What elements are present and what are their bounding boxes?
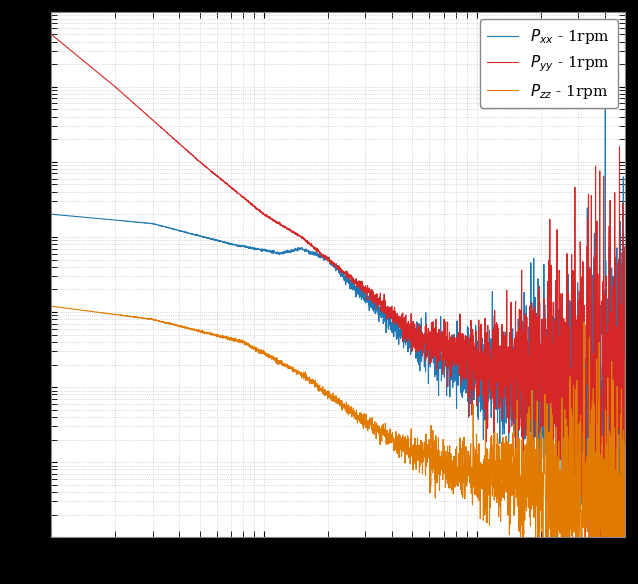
$P_{xx}$ - 1rpm xyxy=(621,422,629,429)
$P_{yy}$ - 1rpm xyxy=(113,84,121,91)
$P_{zz}$ - 1rpm xyxy=(113,311,121,318)
Legend: $P_{xx}$ - 1rpm, $P_{yy}$ - 1rpm, $P_{zz}$ - 1rpm: $P_{xx}$ - 1rpm, $P_{yy}$ - 1rpm, $P_{zz… xyxy=(480,19,618,109)
$P_{xx}$ - 1rpm xyxy=(267,249,275,256)
$P_{yy}$ - 1rpm xyxy=(147,114,154,121)
$P_{zz}$ - 1rpm xyxy=(147,315,154,322)
$P_{zz}$ - 1rpm xyxy=(548,527,556,534)
$P_{yy}$ - 1rpm xyxy=(292,230,300,237)
$P_{xx}$ - 1rpm xyxy=(47,211,55,218)
$P_{xx}$ - 1rpm xyxy=(292,246,300,253)
$P_{zz}$ - 1rpm xyxy=(610,514,618,521)
$P_{xx}$ - 1rpm xyxy=(147,220,154,227)
Line: $P_{yy}$ - 1rpm: $P_{yy}$ - 1rpm xyxy=(51,34,625,584)
$P_{xx}$ - 1rpm xyxy=(602,74,609,81)
$P_{xx}$ - 1rpm xyxy=(611,445,618,452)
$P_{zz}$ - 1rpm xyxy=(621,356,629,363)
Line: $P_{zz}$ - 1rpm: $P_{zz}$ - 1rpm xyxy=(51,306,625,584)
$P_{yy}$ - 1rpm xyxy=(267,215,275,222)
$P_{yy}$ - 1rpm xyxy=(611,387,618,394)
$P_{zz}$ - 1rpm xyxy=(292,368,300,375)
$P_{xx}$ - 1rpm xyxy=(548,384,556,391)
$P_{zz}$ - 1rpm xyxy=(267,354,275,361)
$P_{yy}$ - 1rpm xyxy=(548,350,556,357)
$P_{yy}$ - 1rpm xyxy=(621,466,629,473)
Line: $P_{xx}$ - 1rpm: $P_{xx}$ - 1rpm xyxy=(51,78,625,584)
$P_{zz}$ - 1rpm xyxy=(47,303,55,310)
$P_{xx}$ - 1rpm xyxy=(113,217,121,224)
$P_{yy}$ - 1rpm xyxy=(47,31,55,38)
